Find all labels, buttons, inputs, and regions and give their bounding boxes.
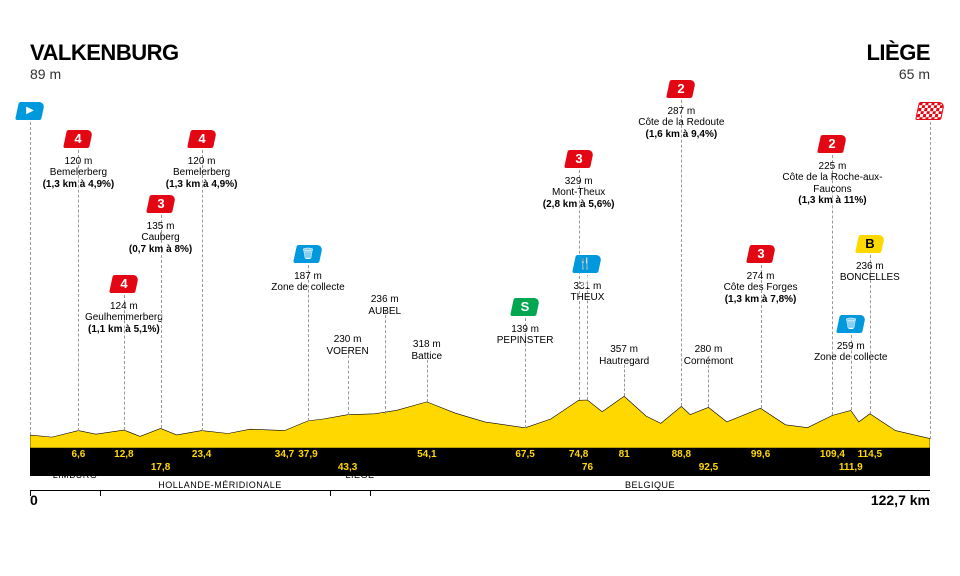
marker-elev: 236 m [325, 294, 445, 306]
km-label: 99,6 [751, 449, 770, 460]
climb-marker [870, 102, 960, 124]
marker-elev: 120 m [18, 156, 138, 168]
marker-detail: (1,6 km à 9,4%) [621, 129, 741, 141]
km-label: 37,9 [298, 449, 317, 460]
marker-name: AUBEL [325, 306, 445, 318]
marker-elev: 139 m [465, 324, 585, 336]
km-label: 92,5 [699, 462, 718, 473]
kom-flag-icon: 4 [109, 275, 139, 293]
marker-elev: 329 m [519, 176, 639, 188]
marker-name: Bemelerberg [142, 167, 262, 179]
marker-name: Zone de collecte [791, 352, 911, 364]
marker-elev: 236 m [810, 261, 930, 273]
kom-flag-icon: 2 [666, 80, 696, 98]
profile-area: 4 120 mBemelerberg(1,3 km à 4,9%) 4 124 mGe… [30, 40, 930, 480]
km-label: 88,8 [672, 449, 691, 460]
climb-marker [0, 102, 90, 124]
marker-name: Côte de la Roche-aux-Faucons [772, 172, 892, 195]
waste-flag-icon: 🍴🗑 [573, 255, 603, 273]
region-label: LIÈGE [330, 470, 390, 480]
km-label: 67,5 [515, 449, 534, 460]
leader-line [930, 122, 931, 439]
marker-elev: 280 m [648, 344, 768, 356]
leader-line [708, 360, 709, 407]
marker-name: Bemelerberg [18, 167, 138, 179]
kom-flag-icon: 2 [818, 135, 848, 153]
marker-elev: 287 m [621, 106, 741, 118]
climb-marker: 4 124 mGeulhemmerberg(1,1 km à 5,1%) [64, 275, 184, 335]
waste-flag-icon: 🗑 [293, 245, 323, 263]
waste-flag-icon: 🗑 [836, 315, 866, 333]
region-label: BELGIQUE [370, 480, 930, 490]
marker-detail: (1,1 km à 5,1%) [64, 324, 184, 336]
kom-flag-icon: 3 [146, 195, 176, 213]
climb-marker: 🗑187 mZone de collecte [248, 245, 368, 294]
kom-flag-icon: 4 [187, 130, 217, 148]
climb-marker: 🗑 259 mZone de collecte [791, 315, 911, 364]
km-label: 109,4 [820, 449, 845, 460]
marker-detail: (1,3 km à 4,9%) [18, 179, 138, 191]
climb-marker: 2 225 mCôte de la Roche-aux-Faucons(1,3 k… [772, 135, 892, 207]
marker-elev: 187 m [248, 271, 368, 283]
marker-detail: (1,3 km à 11%) [772, 195, 892, 207]
km-label: 12,8 [114, 449, 133, 460]
km-label: 54,1 [417, 449, 436, 460]
finish-flag-icon [915, 102, 945, 120]
km-label: 81 [619, 449, 630, 460]
marker-elev: 120 m [142, 156, 262, 168]
km-label: 6,6 [71, 449, 85, 460]
climb-marker: 4 120 mBemelerberg(1,3 km à 4,9%) [142, 130, 262, 190]
marker-name: THEUX [527, 292, 647, 304]
bonus-flag-icon: B [855, 235, 885, 253]
km-label: 114,5 [858, 449, 882, 460]
km-label: 17,8 [151, 462, 170, 473]
marker-elev: 259 m [791, 341, 911, 353]
marker-elev: 124 m [64, 301, 184, 313]
climb-marker: 280 mCornémont [648, 340, 768, 367]
km-label: 76 [582, 462, 593, 473]
leader-line [427, 355, 428, 402]
kom-flag-icon: 4 [64, 130, 94, 148]
marker-name: Mont-Theux [519, 187, 639, 199]
start-flag-icon [15, 102, 45, 120]
km-label: 74,8 [569, 449, 588, 460]
km-label: 34,7 [275, 449, 294, 460]
climb-marker: 2 287 mCôte de la Redoute(1,6 km à 9,4%) [621, 80, 741, 140]
marker-detail: (1,3 km à 4,9%) [142, 179, 262, 191]
climb-marker: 🍴🗑331 mTHEUX [527, 255, 647, 304]
marker-elev: 225 m [772, 161, 892, 173]
climb-marker: 4 120 mBemelerberg(1,3 km à 4,9%) [18, 130, 138, 190]
axis-start-label: 0 [30, 492, 38, 508]
region-label: HOLLANDE-MÉRIDIONALE [100, 480, 340, 490]
region-label: LIMBURG [30, 470, 120, 480]
km-band: 6,612,817,823,434,737,943,354,167,574,87… [30, 448, 930, 476]
marker-elev: 274 m [701, 271, 821, 283]
km-label: 111,9 [839, 462, 863, 473]
kom-flag-icon: 3 [564, 150, 594, 168]
leader-line [202, 150, 203, 431]
axis-line [30, 490, 930, 491]
stage-profile: Valkenburg 89 m Liège 65 m 4120 mBemeler… [30, 40, 930, 540]
marker-name: Battice [367, 351, 487, 363]
climb-marker: 3 274 mCôte des Forges(1,3 km à 7,8%) [701, 245, 821, 305]
marker-name: Cornémont [648, 356, 768, 368]
marker-detail: (1,3 km à 7,8%) [701, 294, 821, 306]
leader-line [348, 350, 349, 415]
climb-marker: 236 mAUBEL [325, 290, 445, 317]
km-label: 23,4 [192, 449, 211, 460]
marker-name: Côte des Forges [701, 282, 821, 294]
climb-marker: B 236 mBONCELLES [810, 235, 930, 284]
climb-marker: 3 329 mMont-Theux(2,8 km à 5,6%) [519, 150, 639, 210]
marker-name: Côte de la Redoute [621, 117, 741, 129]
marker-detail: (2,8 km à 5,6%) [519, 199, 639, 211]
marker-name: Geulhemmerberg [64, 312, 184, 324]
marker-name: BONCELLES [810, 272, 930, 284]
axis-end-label: 122,7 km [871, 492, 930, 508]
kom-flag-icon: 3 [746, 245, 776, 263]
